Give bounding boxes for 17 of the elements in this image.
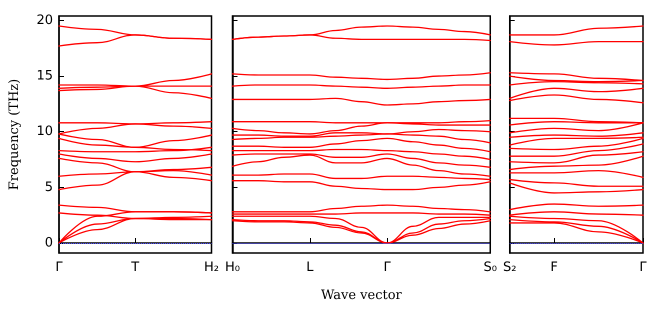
x-tick-label: H₀ (224, 260, 240, 275)
y-tick-label: 15 (36, 68, 53, 84)
y-tick-label: 0 (44, 235, 53, 250)
y-tick-label: 20 (36, 12, 53, 28)
x-axis-title: Wave vector (321, 288, 403, 303)
x-tick-label: S₀ (484, 260, 498, 275)
y-tick-label: 5 (44, 180, 53, 195)
y-tick-label: 10 (36, 124, 53, 140)
x-tick-label: T (130, 260, 140, 275)
x-tick-label: L (306, 260, 314, 275)
y-axis-title: Frequency (THz) (7, 78, 22, 190)
x-tick-label: F (550, 260, 558, 275)
x-tick-label: H₂ (204, 260, 220, 275)
x-tick-label: Γ (55, 260, 64, 275)
x-tick-label: Γ (384, 260, 392, 275)
x-tick-label: S₂ (502, 260, 516, 275)
x-tick-label: Γ (639, 260, 648, 275)
